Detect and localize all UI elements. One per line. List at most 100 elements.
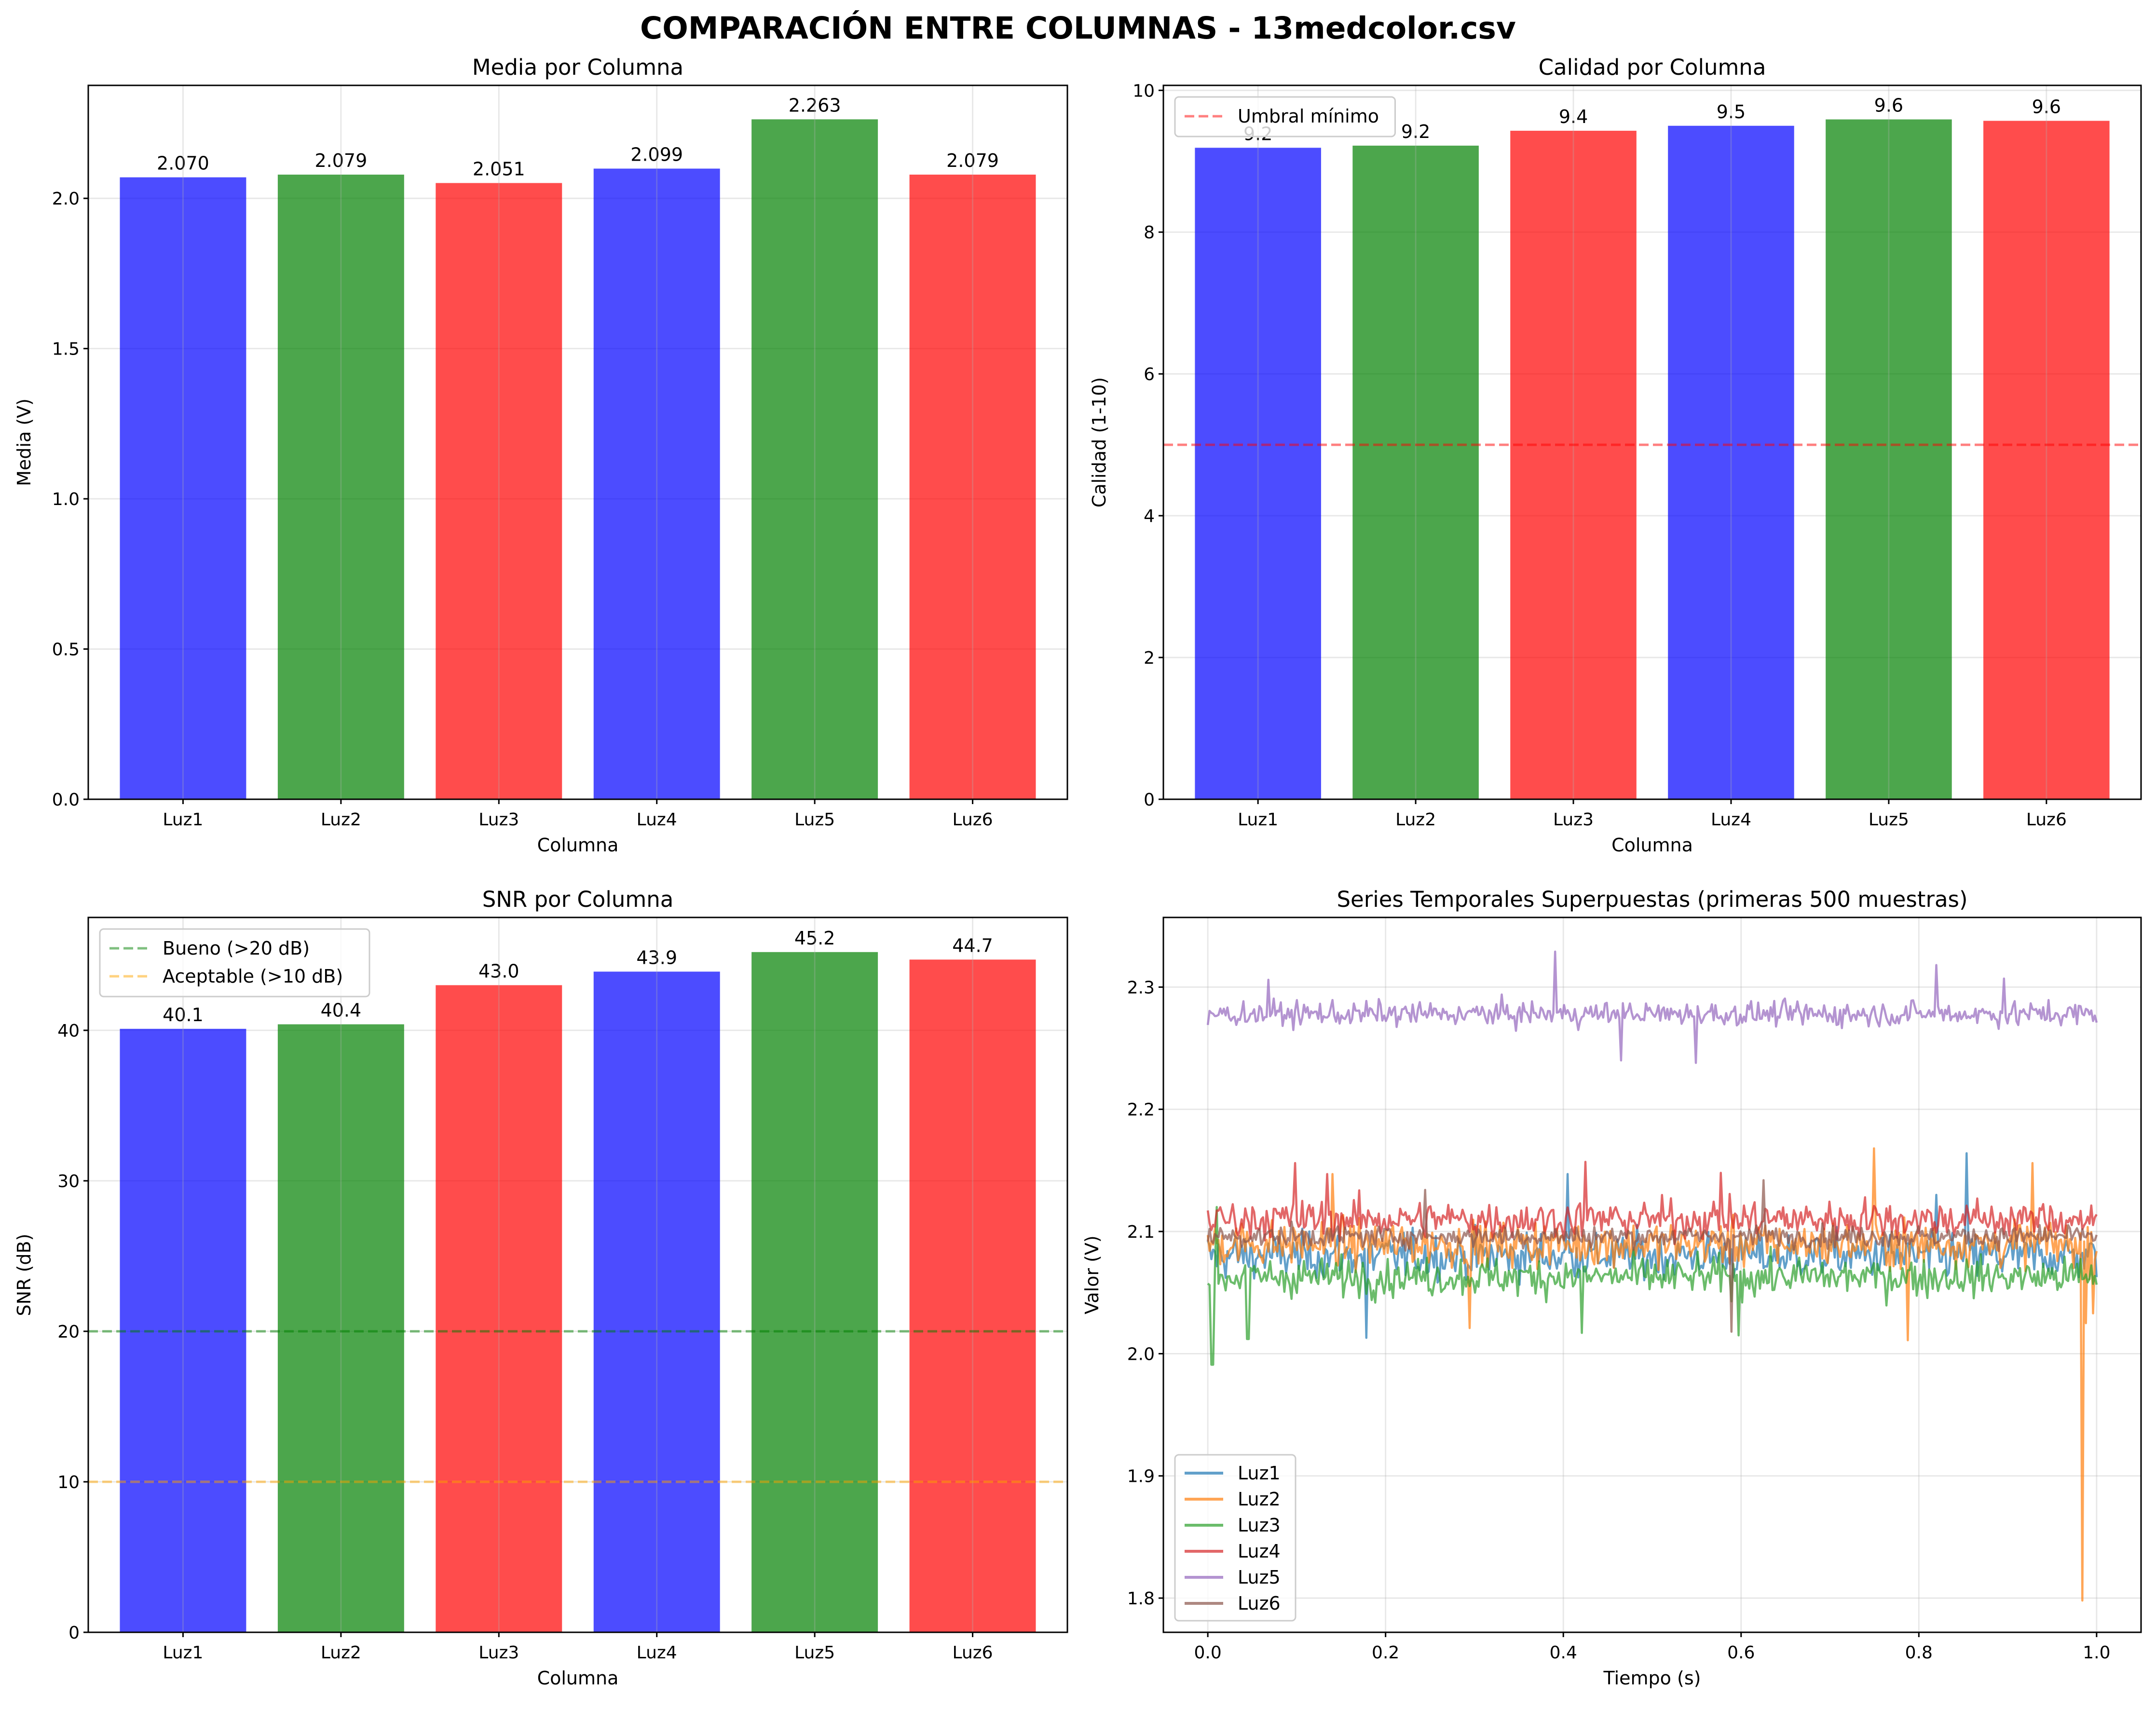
bar-value-label: 2.099 (630, 144, 683, 165)
x-tick-label: Luz1 (163, 1643, 203, 1663)
x-tick-label: Luz3 (478, 810, 519, 830)
y-tick-label: 8 (1144, 223, 1155, 243)
figure-title: COMPARACIÓN ENTRE COLUMNAS - 13medcolor.… (640, 11, 1516, 46)
bar-value-label: 43.9 (636, 947, 677, 968)
y-tick-label: 1.8 (1127, 1589, 1155, 1609)
bar-value-label: 40.4 (321, 1000, 362, 1021)
y-tick-label: 40 (57, 1021, 80, 1041)
bar-value-label: 45.2 (794, 928, 835, 949)
bar-value-label: 9.6 (1874, 95, 1903, 116)
x-axis-label: Tiempo (s) (1603, 1668, 1701, 1689)
bar-value-label: 2.070 (157, 153, 209, 174)
y-tick-label: 2 (1144, 648, 1155, 668)
x-tick-label: 0.6 (1727, 1643, 1755, 1663)
series-line-luz3 (1207, 1206, 2098, 1366)
bar-luz4 (1668, 125, 1794, 800)
legend-box (99, 928, 370, 998)
x-tick-label: Luz1 (1238, 810, 1278, 830)
x-tick-label: Luz2 (1395, 810, 1436, 830)
legend-entry: Luz4 (1238, 1541, 1281, 1562)
legend-entry: Luz5 (1238, 1567, 1281, 1588)
y-tick-label: 20 (57, 1322, 80, 1342)
panel-snr: SNR por Columna 0 10 20 30 40 40.1 40.4 43.0 43.9… (14, 887, 1068, 1689)
x-tick-label: 0.8 (1905, 1643, 1933, 1663)
y-tick-label: 2.3 (1127, 978, 1155, 998)
y-axis-label: SNR (dB) (14, 1234, 35, 1316)
y-tick-label: 10 (1133, 81, 1155, 101)
legend: Luz1 Luz2 Luz3 Luz4 Luz5 Luz6 (1174, 1454, 1296, 1622)
x-tick-label: Luz6 (2026, 810, 2067, 830)
axes-title: Calidad por Columna (1539, 55, 1766, 80)
legend-box (1174, 96, 1396, 137)
x-tick-label: 0.2 (1372, 1643, 1399, 1663)
x-axis-label: Columna (537, 1668, 619, 1689)
x-tick-label: Luz4 (637, 1643, 677, 1663)
bar-luz6 (909, 959, 1036, 1632)
y-tick-label: 6 (1144, 365, 1155, 384)
y-tick-label: 1.9 (1127, 1467, 1155, 1487)
y-axis-label: Valor (V) (1081, 1235, 1103, 1314)
bar-luz1 (1195, 148, 1321, 799)
x-tick-label: Luz6 (953, 810, 993, 830)
x-tick-label: 1.0 (2083, 1643, 2110, 1663)
x-tick-label: Luz4 (1711, 810, 1751, 830)
y-tick-label: 0.5 (52, 640, 80, 660)
series-line-luz4 (1206, 1161, 2098, 1245)
x-tick-label: Luz4 (637, 810, 677, 830)
y-tick-label: 2.0 (1127, 1344, 1155, 1364)
bar-value-label: 2.079 (946, 150, 999, 171)
axes-frame (1162, 84, 2142, 800)
x-tick-label: Luz2 (321, 1643, 361, 1663)
bar-luz1 (120, 177, 246, 799)
x-tick-label: 0.0 (1194, 1643, 1222, 1663)
y-tick-label: 30 (57, 1172, 80, 1191)
bar-luz3 (436, 183, 562, 800)
bar-luz3 (436, 985, 562, 1632)
bar-luz5 (751, 119, 878, 799)
y-tick-label: 10 (57, 1473, 80, 1492)
y-tick-label: 1.5 (52, 340, 80, 359)
legend-entry: Luz6 (1238, 1593, 1281, 1614)
bar-luz2 (1352, 145, 1479, 799)
x-axis-label: Columna (1611, 834, 1693, 856)
bar-value-label: 2.263 (789, 95, 841, 116)
y-tick-label: 2.1 (1127, 1222, 1155, 1242)
bar-value-label: 43.0 (478, 960, 519, 982)
x-axis-label: Columna (537, 834, 619, 856)
legend-entry: Luz3 (1238, 1515, 1281, 1536)
y-tick-label: 0 (68, 1623, 80, 1643)
bar-luz6 (909, 175, 1036, 799)
bar-luz4 (593, 168, 720, 799)
y-tick-label: 4 (1144, 506, 1155, 526)
bar-luz1 (120, 1028, 246, 1632)
series-line-luz5 (1206, 950, 2098, 1064)
legend-entry: Aceptable (>10 dB) (163, 966, 343, 987)
axes-frame (1162, 916, 2142, 1633)
legend-entry: Luz1 (1238, 1463, 1281, 1484)
x-tick-label: Luz5 (1869, 810, 1909, 830)
axes-frame (87, 84, 1068, 800)
bar-value-label: 9.4 (1559, 106, 1588, 127)
bar-value-label: 9.2 (1401, 121, 1430, 142)
panel-media: Media por Columna 0.0 0.5 1.0 1.5 2.0 2.070 2.0… (14, 55, 1068, 856)
y-tick-label: 0.0 (52, 790, 80, 810)
legend-box (1174, 1454, 1296, 1622)
x-tick-label: Luz6 (953, 1643, 993, 1663)
legend: Bueno (>20 dB) Aceptable (>10 dB) (99, 928, 370, 998)
panel-series: Series Temporales Superpuestas (primeras… (1081, 887, 2142, 1689)
y-tick-label: 1.0 (52, 490, 80, 509)
x-tick-label: Luz3 (478, 1643, 519, 1663)
y-tick-label: 0 (1144, 790, 1155, 810)
y-tick-label: 2.0 (52, 189, 80, 209)
axes-title: Series Temporales Superpuestas (primeras… (1337, 887, 1967, 912)
y-axis-label: Media (V) (14, 398, 35, 486)
legend-entry: Umbral mínimo (1238, 106, 1379, 127)
bar-value-label: 40.1 (163, 1004, 204, 1025)
x-tick-label: Luz2 (321, 810, 361, 830)
x-tick-label: Luz5 (794, 1643, 835, 1663)
axes-title: SNR por Columna (482, 887, 674, 912)
bar-value-label: 2.051 (473, 158, 525, 179)
bar-luz5 (751, 952, 878, 1632)
bar-luz3 (1510, 131, 1637, 800)
